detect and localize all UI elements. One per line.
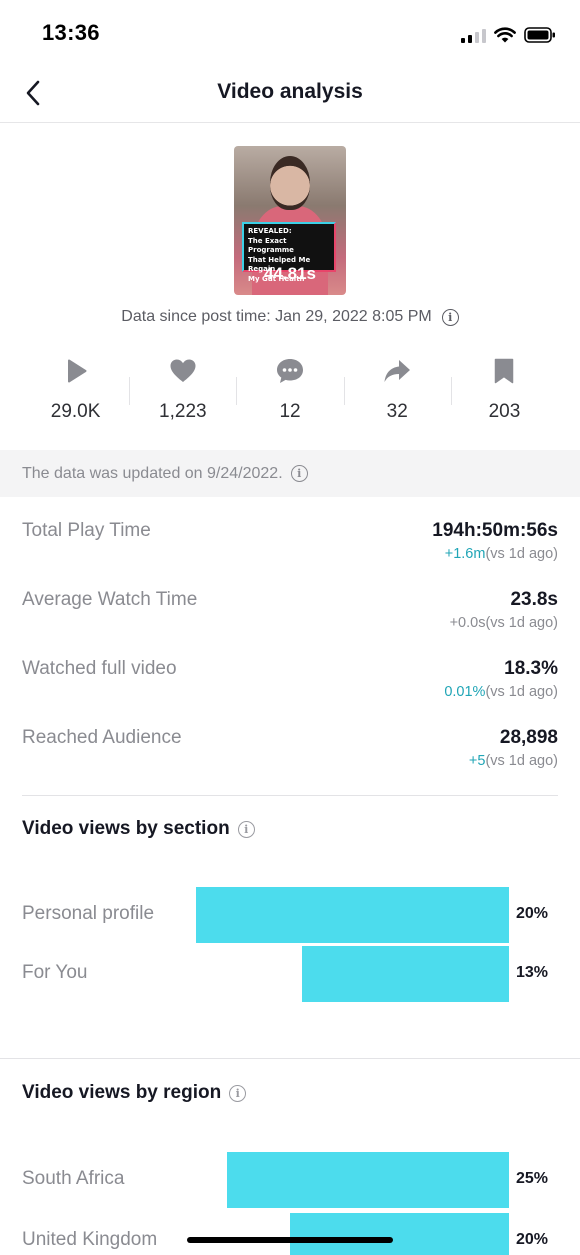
update-notice-text: The data was updated on 9/24/2022. <box>22 464 283 482</box>
metric-value: 1,223 <box>159 401 207 422</box>
share-icon <box>384 360 411 382</box>
info-icon[interactable]: i <box>290 465 308 482</box>
stat-total-play-time: Total Play Time 194h:50m:56s +1.6m(vs 1d… <box>22 518 558 587</box>
metric-value: 32 <box>386 401 408 422</box>
stat-delta: 0.01%(vs 1d ago) <box>444 684 558 700</box>
bar-percent: 20% <box>516 1231 549 1248</box>
battery-icon <box>524 27 555 43</box>
bar-label: South Africa <box>22 1168 125 1189</box>
stat-label: Total Play Time <box>22 520 151 541</box>
stat-average-watch-time: Average Watch Time 23.8s +0.0s(vs 1d ago… <box>22 587 558 656</box>
bar-row-region: South Africa 25% <box>0 1152 580 1208</box>
bar-track <box>196 946 509 1002</box>
thumbnail-caption: REVEALED: The Exact Programme That Helpe… <box>242 222 336 283</box>
data-since-text: Data since post time: Jan 29, 2022 8:05 … <box>121 308 432 325</box>
update-notice-banner: The data was updated on 9/24/2022. i <box>0 450 580 497</box>
stat-label: Average Watch Time <box>22 589 198 610</box>
thumbnail-person-head <box>270 156 310 210</box>
section-title-text: Video views by region <box>22 1082 222 1103</box>
stat-value: 28,898 <box>499 727 558 748</box>
stat-delta: +5(vs 1d ago) <box>469 753 558 769</box>
metric-likes: 1,223 <box>129 355 236 435</box>
metric-saves: 203 <box>450 355 558 435</box>
stat-value: 18.3% <box>504 658 558 679</box>
section-title-text: Video views by section <box>22 818 230 839</box>
cellular-signal-icon <box>461 27 486 43</box>
video-thumbnail[interactable]: REVEALED: The Exact Programme That Helpe… <box>234 146 346 295</box>
bar-track <box>196 887 509 943</box>
stats-list: Total Play Time 194h:50m:56s +1.6m(vs 1d… <box>22 518 558 794</box>
stat-value: 194h:50m:56s <box>432 520 558 541</box>
page-title: Video analysis <box>217 80 363 103</box>
bar-label: United Kingdom <box>22 1229 158 1250</box>
status-bar: 13:36 <box>0 0 580 70</box>
stat-label: Watched full video <box>22 658 177 679</box>
divider <box>0 1058 580 1059</box>
wifi-icon <box>494 27 516 43</box>
bar-percent: 13% <box>516 964 549 981</box>
bar-label: For You <box>22 962 88 983</box>
status-icons <box>461 24 556 46</box>
bar-percent: 25% <box>516 1170 549 1187</box>
status-time: 13:36 <box>42 20 100 45</box>
stat-delta: +0.0s(vs 1d ago) <box>450 615 558 631</box>
info-icon[interactable]: i <box>237 820 255 838</box>
comment-icon <box>277 359 303 383</box>
video-duration: 44.81s <box>264 264 316 283</box>
metric-comments: 12 <box>236 355 343 435</box>
home-indicator[interactable] <box>187 1237 393 1243</box>
bar-fill <box>302 946 509 1002</box>
divider <box>22 795 558 796</box>
bar-fill <box>289 1213 509 1255</box>
stat-compare: (vs 1d ago) <box>485 753 558 769</box>
stat-value: 23.8s <box>510 589 558 610</box>
metric-value: 29.0K <box>50 401 101 422</box>
metric-views: 29.0K <box>22 355 129 435</box>
back-button[interactable] <box>14 74 52 112</box>
caption-line: That Helped Me Regain <box>248 255 311 274</box>
bar-percent: 20% <box>516 905 549 922</box>
bar-row-section: Personal profile 20% <box>0 887 580 943</box>
metric-shares: 32 <box>343 355 451 435</box>
bar-fill <box>227 1152 509 1208</box>
stat-delta: +1.6m(vs 1d ago) <box>445 546 558 562</box>
info-icon[interactable]: i <box>229 1084 247 1102</box>
section-title-views-by-region: Video views by region i <box>22 1082 247 1104</box>
bookmark-icon <box>495 358 514 384</box>
stat-reached-audience: Reached Audience 28,898 +5(vs 1d ago) <box>22 725 558 794</box>
metric-value: 203 <box>488 401 521 422</box>
stat-watched-full-video: Watched full video 18.3% 0.01%(vs 1d ago… <box>22 656 558 725</box>
stat-compare: (vs 1d ago) <box>485 615 558 631</box>
bar-fill <box>196 887 509 943</box>
stat-change: +0.0s <box>449 615 486 631</box>
stat-compare: (vs 1d ago) <box>485 684 558 700</box>
engagement-metrics: 29.0K 1,223 12 32 203 <box>22 355 558 435</box>
bar-label: Personal profile <box>22 903 155 924</box>
stat-compare: (vs 1d ago) <box>485 546 558 562</box>
section-title-views-by-section: Video views by section i <box>22 818 255 840</box>
nav-bar: Video analysis <box>0 62 580 123</box>
data-since-row: Data since post time: Jan 29, 2022 8:05 … <box>0 308 580 326</box>
caption-line: The Exact Programme <box>248 236 294 255</box>
bar-row-section: For You 13% <box>0 946 580 1002</box>
metric-value: 12 <box>279 401 301 422</box>
bar-row-region: United Kingdom 20% <box>0 1213 580 1255</box>
bar-track <box>196 1152 509 1208</box>
chevron-left-icon <box>26 80 40 106</box>
stat-change: +1.6m <box>444 546 486 562</box>
heart-icon <box>170 359 196 382</box>
stat-change: 0.01% <box>444 684 486 700</box>
caption-line: REVEALED: <box>248 227 292 235</box>
caption-line: My Gut Health <box>248 274 305 283</box>
info-icon[interactable]: i <box>441 308 459 326</box>
stat-change: +5 <box>468 753 486 769</box>
play-icon <box>67 359 87 383</box>
stat-label: Reached Audience <box>22 727 182 748</box>
bar-track <box>196 1213 509 1255</box>
